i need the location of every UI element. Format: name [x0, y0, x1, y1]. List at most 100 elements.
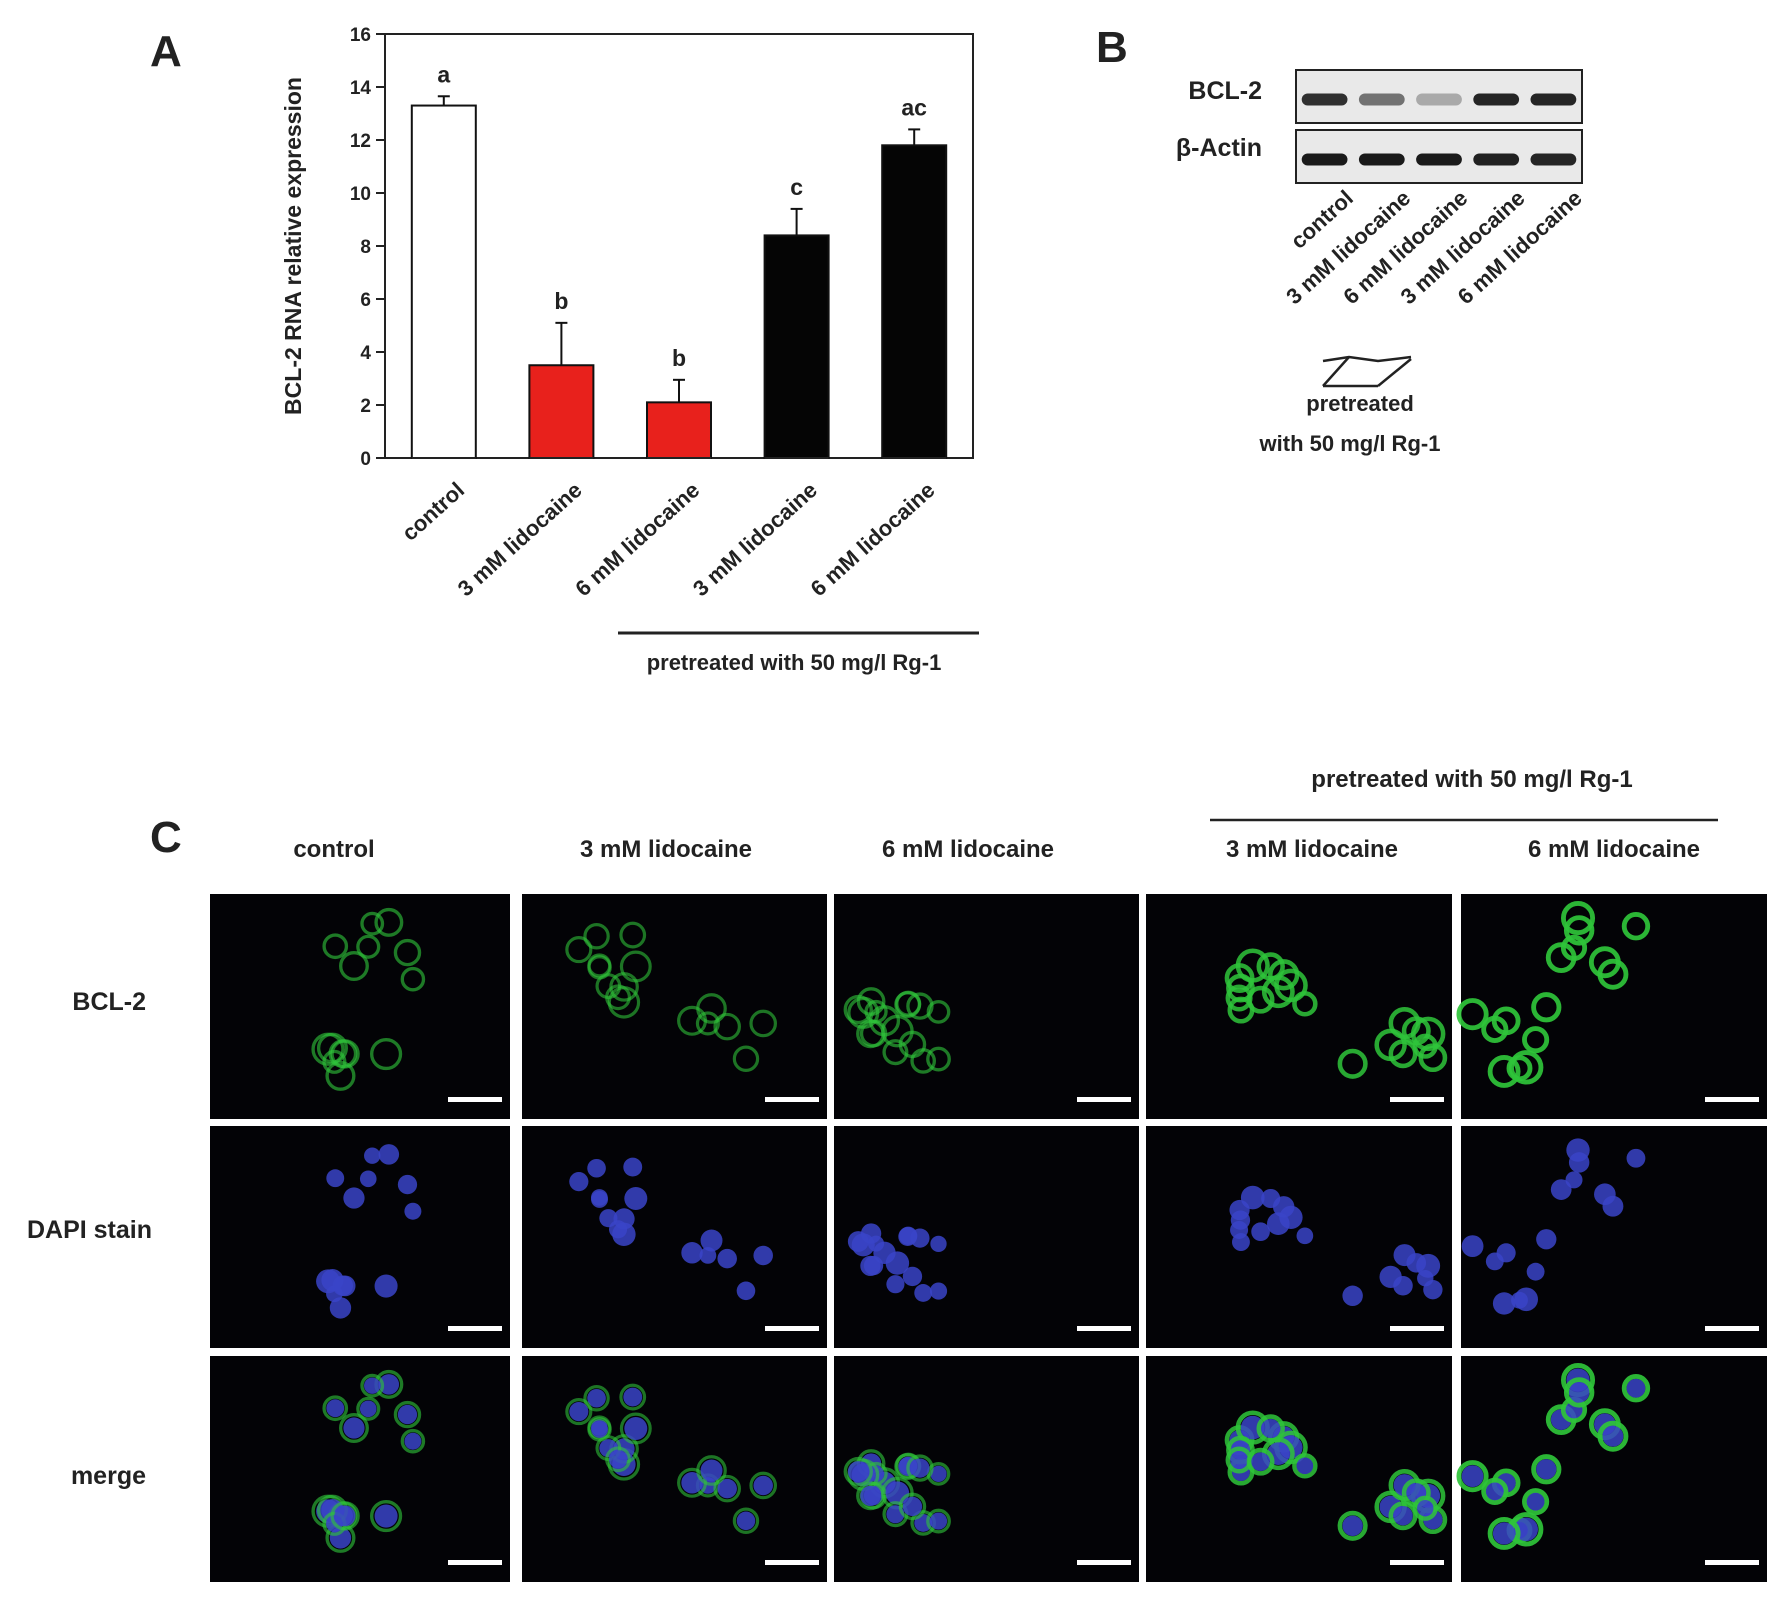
dapi-nucleus: [902, 1266, 923, 1287]
micro-group-label: pretreated with 50 mg/l Rg-1: [1311, 766, 1632, 793]
blot-band: [1473, 93, 1520, 106]
bcl2-cell: [356, 1396, 381, 1421]
panel-letter-a: A: [150, 27, 182, 76]
x-category-label: control: [397, 477, 469, 545]
dapi-nucleus: [930, 1235, 947, 1253]
bcl2-cell: [1412, 1033, 1438, 1059]
x-category-label: 6 mM lidocaine: [806, 477, 940, 601]
scale-bar: [1705, 1097, 1759, 1102]
bcl2-cell: [1337, 1048, 1368, 1079]
scale-bar: [1077, 1326, 1131, 1331]
dapi-nucleus: [1536, 1459, 1557, 1480]
bcl2-cell: [1560, 934, 1588, 961]
bcl2-cell: [843, 994, 873, 1025]
dapi-nucleus: [1626, 1378, 1646, 1398]
dapi-nucleus: [397, 1174, 418, 1195]
bcl2-cell: [1412, 1495, 1438, 1521]
bcl2-cell: [1487, 1055, 1521, 1088]
bcl2-cell: [605, 984, 631, 1011]
dapi-nucleus: [374, 1274, 398, 1298]
bcl2-cell: [1246, 985, 1275, 1014]
bcl2-cell: [1621, 912, 1651, 941]
micrograph-tile: [1146, 894, 1452, 1119]
bcl2-cell: [856, 1019, 885, 1049]
pretreatment-group-label: pretreated with 50 mg/l Rg-1: [647, 650, 942, 675]
bcl2-cell: [1456, 998, 1489, 1031]
dapi-nucleus: [569, 1172, 589, 1192]
scale-bar: [1705, 1560, 1759, 1565]
scale-bar: [1077, 1560, 1131, 1565]
dapi-nucleus: [364, 1147, 381, 1164]
bar: [881, 144, 948, 460]
row-label-dapi: DAPI stain: [27, 1216, 152, 1244]
dapi-nucleus: [1230, 1450, 1249, 1469]
bcl2-cell: [926, 1000, 951, 1024]
dapi-nucleus: [378, 1144, 400, 1165]
scale-bar: [1390, 1326, 1444, 1331]
dapi-nucleus: [1526, 1262, 1545, 1281]
dapi-nucleus: [736, 1281, 756, 1301]
bcl2-cell: [374, 907, 404, 937]
micrograph-tile: [210, 894, 510, 1119]
micrograph-tile: [522, 1126, 827, 1348]
micrograph-tile: [522, 1356, 827, 1582]
dapi-nucleus: [1514, 1287, 1539, 1312]
column-header: 3 mM lidocaine: [580, 836, 752, 863]
scale-bar: [448, 1326, 502, 1331]
bcl2-cell: [1621, 1374, 1651, 1403]
row-label-bcl2: BCL-2: [72, 988, 146, 1016]
dapi-nucleus: [397, 1404, 418, 1425]
y-tick-label: 4: [360, 343, 371, 364]
y-tick-label: 10: [350, 184, 371, 205]
bcl2-cell: [749, 1471, 778, 1500]
bcl2-cell: [1246, 1447, 1275, 1476]
dapi-nucleus: [1492, 1292, 1516, 1315]
dapi-nucleus: [930, 1465, 947, 1483]
dapi-nucleus: [334, 1505, 356, 1527]
dapi-nucleus: [623, 1387, 643, 1407]
blot-band: [1358, 93, 1405, 106]
bcl2-cell: [356, 934, 381, 959]
bcl2-cell: [1292, 991, 1318, 1017]
dapi-nucleus: [753, 1475, 773, 1496]
bcl2-cell: [322, 933, 349, 960]
dapi-nucleus: [1526, 1492, 1545, 1511]
blot-band: [1530, 153, 1577, 166]
bcl2-cell: [1560, 901, 1596, 936]
bcl2-cell: [393, 938, 422, 967]
dapi-nucleus: [910, 1228, 930, 1248]
dapi-nucleus: [717, 1248, 737, 1269]
bcl2-cell: [325, 1060, 356, 1091]
dapi-nucleus: [860, 1255, 881, 1277]
dapi-nucleus: [1602, 1425, 1624, 1447]
y-tick-label: 0: [360, 449, 371, 470]
bcl2-cell: [1522, 1488, 1550, 1516]
dapi-nucleus: [886, 1275, 905, 1294]
micrograph-tile: [522, 894, 827, 1119]
bcl2-cell: [1235, 948, 1270, 983]
blot-band: [1473, 153, 1520, 166]
bcl2-cell: [330, 1501, 360, 1531]
y-tick-label: 6: [360, 290, 371, 311]
bar: [410, 104, 477, 460]
significance-label: c: [790, 174, 803, 200]
bcl2-cell: [882, 1039, 909, 1066]
dapi-nucleus: [587, 1388, 606, 1408]
bcl2-cell: [906, 992, 934, 1020]
dapi-nucleus: [1342, 1285, 1363, 1306]
dapi-nucleus: [343, 1417, 365, 1439]
dapi-nucleus: [624, 1187, 648, 1210]
bar-chart: 0 2 4 6 8 10 12 14 16 a control b 3 mM lidocaine b 6 m…: [350, 25, 974, 601]
scale-bar: [448, 1097, 502, 1102]
bcl2-cell: [1481, 1477, 1509, 1505]
blot-group-bracket: [1322, 355, 1412, 363]
blot-band: [1530, 93, 1577, 106]
bcl2-cell: [906, 1454, 934, 1482]
dapi-nucleus: [1417, 1270, 1434, 1287]
scale-bar: [1705, 1326, 1759, 1331]
dapi-nucleus: [1568, 1152, 1590, 1173]
bcl2-cell: [1388, 1039, 1418, 1069]
bcl2-cell: [400, 1428, 426, 1454]
